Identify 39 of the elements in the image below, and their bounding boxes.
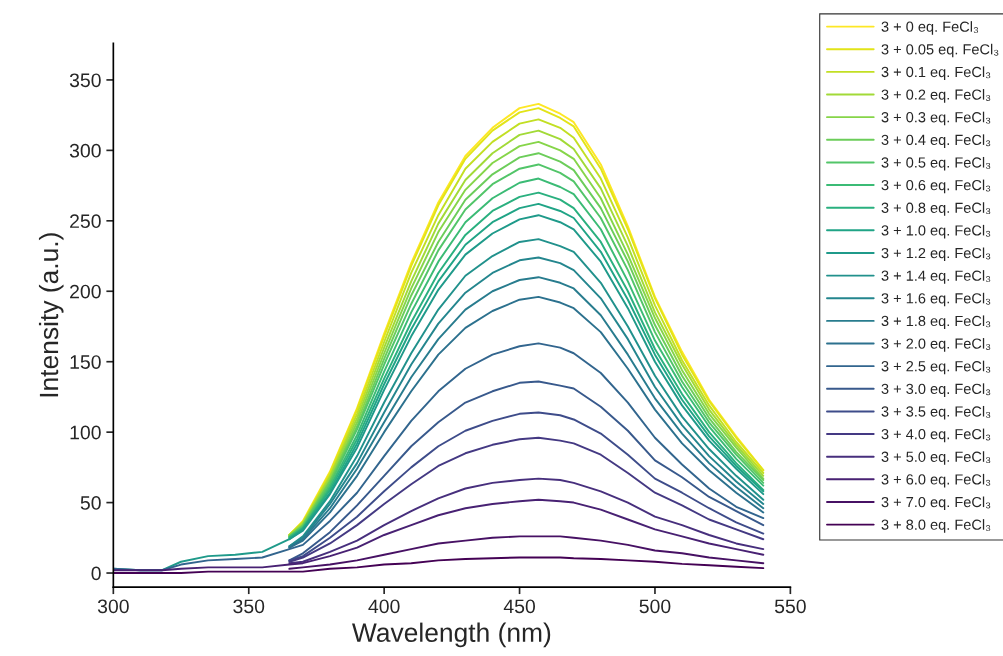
legend-label: 3 + 0.6 eq. FeCl₃ xyxy=(881,179,991,194)
legend-label: 3 + 7.0 eq. FeCl₃ xyxy=(881,496,991,511)
legend-label: 3 + 1.0 eq. FeCl₃ xyxy=(881,224,991,239)
legend-label: 3 + 0.3 eq. FeCl₃ xyxy=(881,111,991,126)
y-tick-label: 200 xyxy=(70,284,101,299)
legend-label: 3 + 3.5 eq. FeCl₃ xyxy=(881,405,991,420)
x-tick-label: 300 xyxy=(97,599,129,614)
legend-label: 3 + 1.2 eq. FeCl₃ xyxy=(881,247,991,262)
legend-label: 3 + 1.6 eq. FeCl₃ xyxy=(881,292,991,307)
y-axis-title: Intensity (a.u.) xyxy=(38,233,64,397)
x-axis-title: Wavelength (nm) xyxy=(352,622,551,648)
legend-label: 3 + 2.5 eq. FeCl₃ xyxy=(881,360,991,375)
legend-label: 3 + 1.4 eq. FeCl₃ xyxy=(881,270,991,284)
legend-label: 3 + 0.05 eq. FeCl₃ xyxy=(881,43,999,58)
legend-label: 3 + 1.8 eq. FeCl₃ xyxy=(881,315,991,330)
x-tick-label: 400 xyxy=(368,599,400,614)
x-tick-label: 550 xyxy=(774,599,806,614)
legend-label: 3 + 2.0 eq. FeCl₃ xyxy=(881,338,991,352)
legend-label: 3 + 0 eq. FeCl₃ xyxy=(881,21,979,35)
y-tick-label: 100 xyxy=(70,425,101,440)
legend-label: 3 + 6.0 eq. FeCl₃ xyxy=(881,473,991,488)
y-tick-label: 250 xyxy=(70,214,101,229)
y-tick-label: 300 xyxy=(69,143,101,158)
y-tick-label: 0 xyxy=(91,566,101,581)
legend-label: 3 + 0.2 eq. FeCl₃ xyxy=(881,89,991,103)
legend-label: 3 + 4.0 eq. FeCl₃ xyxy=(881,428,991,443)
y-tick-label: 50 xyxy=(80,496,101,510)
y-tick-label: 350 xyxy=(69,73,101,88)
y-tick-label: 150 xyxy=(70,355,101,369)
x-tick-label: 500 xyxy=(639,599,671,614)
legend-label: 3 + 3.0 eq. FeCl₃ xyxy=(881,383,991,397)
legend-label: 3 + 0.5 eq. FeCl₃ xyxy=(881,156,991,171)
x-tick-label: 450 xyxy=(503,599,536,614)
x-tick-label: 350 xyxy=(233,599,265,614)
legend-label: 3 + 8.0 eq. FeCl₃ xyxy=(881,519,991,533)
legend-label: 3 + 0.1 eq. FeCl₃ xyxy=(881,66,991,81)
legend-label: 3 + 5.0 eq. FeCl₃ xyxy=(881,451,991,465)
legend-label: 3 + 0.8 eq. FeCl₃ xyxy=(881,202,991,216)
legend-label: 3 + 0.4 eq. FeCl₃ xyxy=(881,134,991,148)
